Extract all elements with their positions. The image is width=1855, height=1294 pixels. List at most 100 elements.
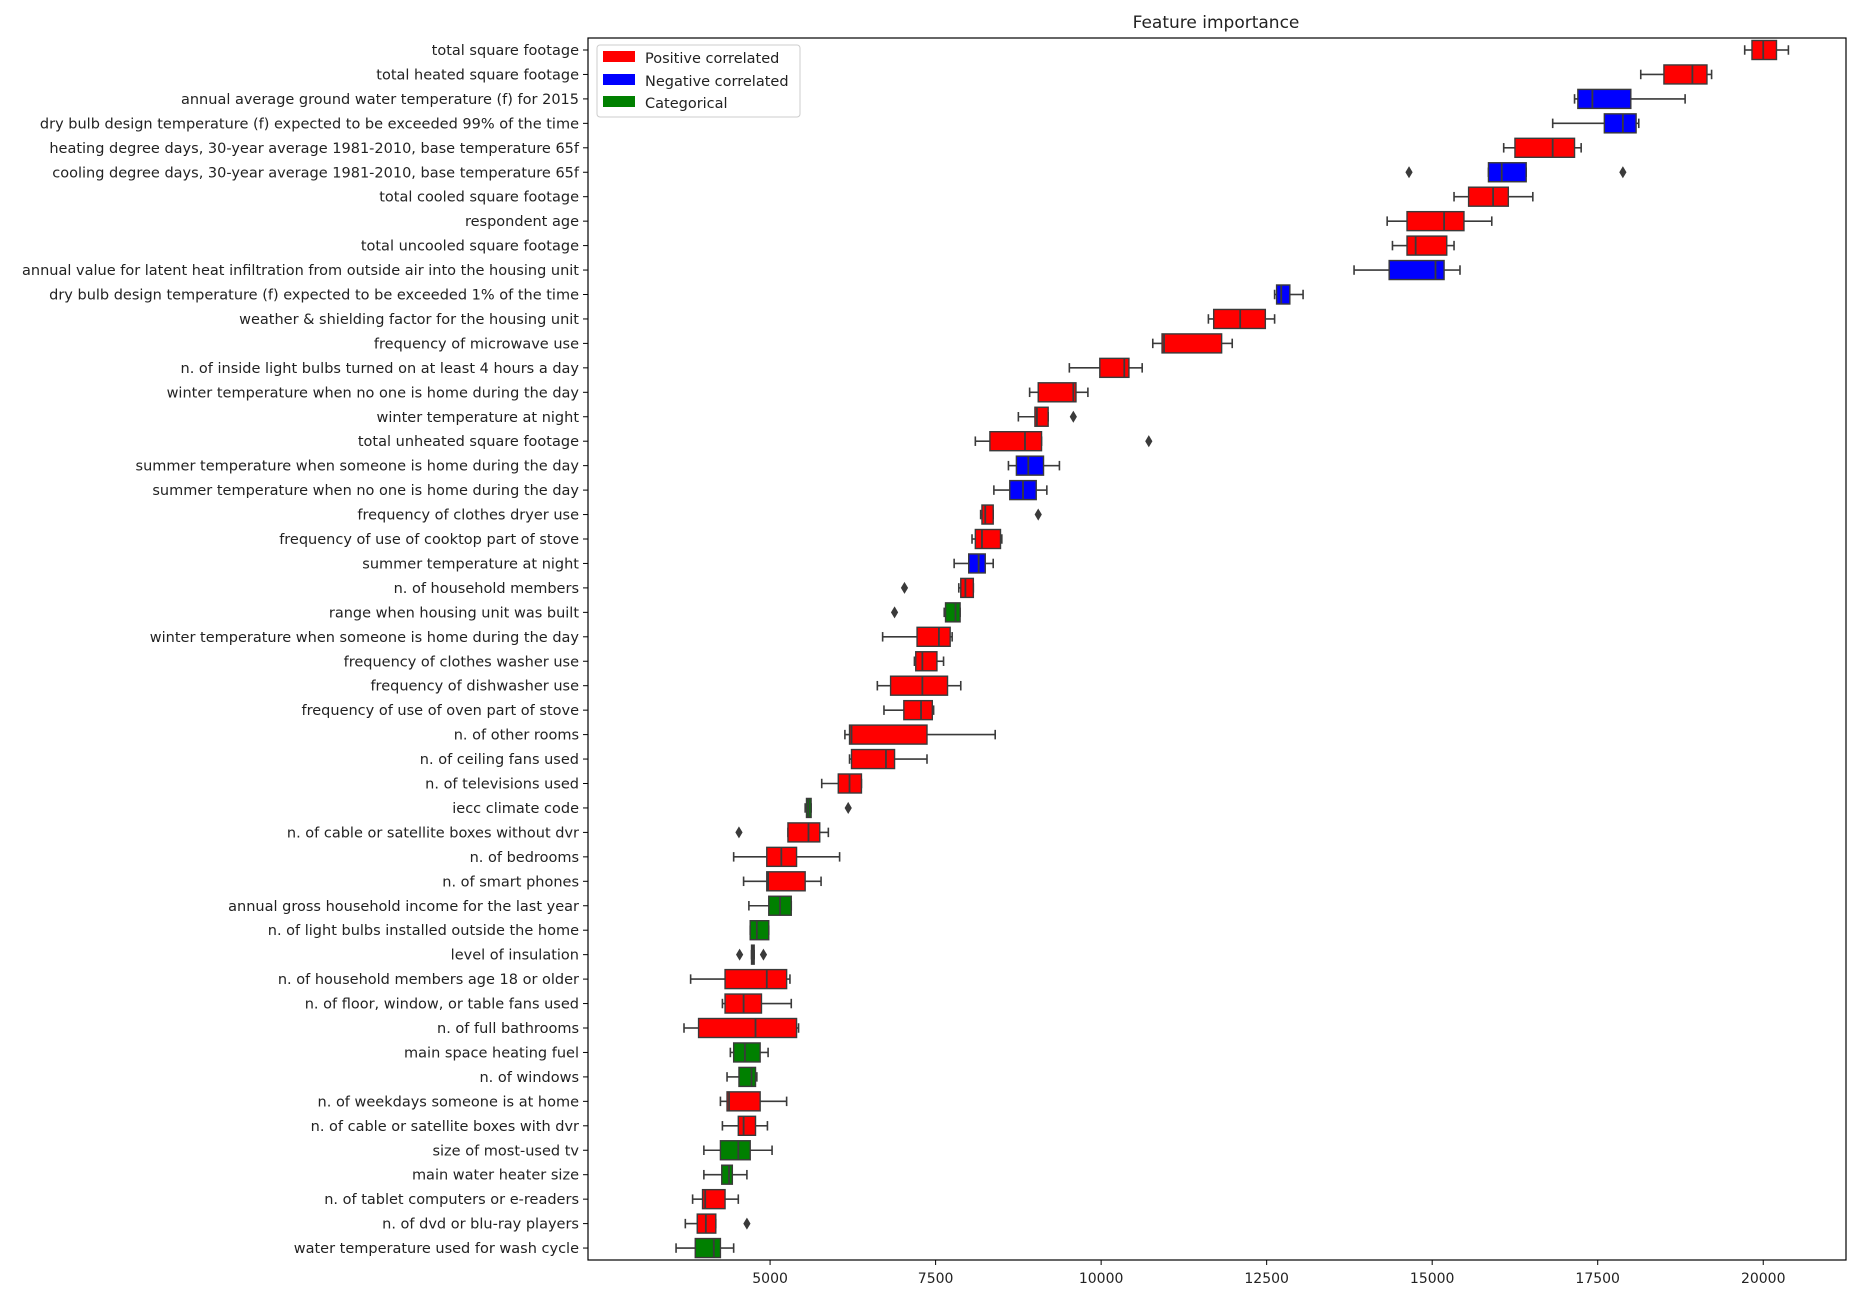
feature-box-41	[729, 1042, 769, 1063]
feature-box-49	[675, 1237, 735, 1259]
feature-box-14	[1028, 382, 1089, 403]
feature-label: frequency of use of cooktop part of stov…	[279, 532, 579, 548]
iqr-box	[1467, 186, 1510, 207]
feature-label: total heated square footage	[376, 67, 579, 83]
feature-box-35	[748, 895, 793, 916]
feature-label: heating degree days, 30-year average 198…	[49, 141, 580, 157]
feature-box-29	[848, 748, 928, 770]
feature-box-17	[1007, 455, 1061, 476]
legend-label-positive: Positive correlated	[645, 51, 779, 67]
feature-box-3	[1551, 113, 1640, 134]
iqr-box	[694, 1237, 722, 1259]
feature-box-46	[703, 1164, 748, 1185]
feature-label: annual value for latent heat infiltratio…	[22, 263, 579, 279]
feature-label: n. of household members age 18 or older	[278, 972, 579, 988]
feature-label: n. of inside light bulbs turned on at le…	[181, 361, 580, 377]
chart-title: Feature importance	[1133, 13, 1300, 33]
feature-box-38	[689, 968, 791, 990]
iqr-box	[1663, 64, 1708, 85]
outlier-point	[900, 581, 909, 594]
feature-label: respondent age	[465, 214, 579, 230]
iqr-box	[1034, 406, 1049, 427]
feature-label: winter temperature when someone is home …	[150, 630, 580, 646]
feature-box-42	[726, 1066, 758, 1088]
iqr-box	[719, 1140, 751, 1161]
feature-label: frequency of clothes dryer use	[357, 508, 579, 524]
outlier-point	[1069, 410, 1077, 423]
feature-box-25	[913, 651, 945, 672]
feature-label: frequency of dishwasher use	[370, 679, 579, 695]
feature-label: frequency of clothes washer use	[344, 654, 579, 670]
feature-box-44	[721, 1115, 769, 1137]
outlier-point	[844, 801, 852, 814]
feature-label: winter temperature when no one is home d…	[167, 385, 580, 401]
feature-label: summer temperature when no one is home d…	[152, 483, 579, 499]
outlier-point	[1619, 166, 1627, 179]
iqr-box	[960, 577, 975, 599]
iqr-box	[1037, 382, 1077, 403]
plot-frame	[587, 37, 1847, 1261]
feature-box-6	[1453, 186, 1534, 207]
feature-label: n. of televisions used	[425, 777, 579, 793]
feature-label: level of insulation	[451, 948, 579, 964]
iqr-box	[701, 1188, 726, 1210]
feature-label: n. of tablet computers or e-readers	[324, 1192, 579, 1208]
feature-box-8	[1391, 235, 1455, 256]
feature-box-21	[953, 553, 995, 574]
feature-label: dry bulb design temperature (f) expected…	[49, 288, 579, 304]
feature-box-5	[1405, 162, 1627, 183]
feature-box-28	[844, 724, 996, 745]
outlier-point	[890, 606, 899, 619]
feature-label: n. of floor, window, or table fans used	[305, 997, 579, 1013]
legend-label-negative: Negative correlated	[645, 74, 789, 90]
outlier-point	[1034, 508, 1042, 521]
feature-box-36	[749, 920, 770, 941]
feature-box-9	[1353, 259, 1461, 281]
iqr-box	[944, 602, 961, 623]
feature-box-43	[719, 1091, 788, 1112]
feature-label: range when housing unit was built	[329, 605, 579, 621]
iqr-box	[737, 1115, 757, 1137]
feature-box-19	[979, 504, 1042, 525]
iqr-box	[915, 651, 938, 672]
feature-label: n. of light bulbs installed outside the …	[268, 923, 579, 939]
feature-box-12	[1151, 333, 1234, 354]
feature-box-37	[736, 944, 768, 965]
iqr-box	[732, 1042, 761, 1063]
iqr-box	[1406, 235, 1448, 256]
legend-swatch-negative	[603, 74, 635, 85]
x-tick-label: 7500	[918, 1271, 954, 1287]
feature-label: total square footage	[432, 43, 579, 59]
feature-label: n. of dvd or blu-ray players	[382, 1217, 579, 1233]
feature-label: cooling degree days, 30-year average 198…	[52, 165, 580, 181]
feature-box-1	[1639, 64, 1713, 85]
feature-label: n. of cable or satellite boxes with dvr	[311, 1119, 579, 1135]
feature-label: n. of bedrooms	[470, 850, 579, 866]
iqr-box	[697, 1017, 798, 1039]
feature-label: n. of household members	[394, 581, 579, 597]
iqr-box	[989, 431, 1043, 452]
outlier-point	[1405, 166, 1413, 179]
feature-box-26	[876, 675, 962, 696]
feature-box-0	[1743, 39, 1790, 61]
x-tick-label: 12500	[1244, 1271, 1289, 1287]
legend-swatch-categorical	[603, 96, 635, 107]
iqr-box	[724, 968, 788, 990]
outlier-point	[735, 826, 743, 839]
feature-label: n. of weekdays someone is at home	[318, 1094, 580, 1110]
feature-label: iecc climate code	[452, 801, 579, 817]
feature-label: n. of cable or satellite boxes without d…	[287, 825, 579, 841]
feature-box-32	[735, 822, 830, 843]
feature-label: summer temperature when someone is home …	[136, 459, 580, 475]
feature-box-11	[1207, 308, 1276, 330]
outlier-point	[1145, 435, 1153, 448]
feature-box-45	[703, 1140, 773, 1161]
feature-label: n. of smart phones	[442, 874, 579, 890]
iqr-box	[738, 1066, 757, 1088]
iqr-box	[1577, 88, 1632, 110]
x-tick-label: 5000	[752, 1271, 788, 1287]
outlier-point	[743, 1217, 751, 1230]
